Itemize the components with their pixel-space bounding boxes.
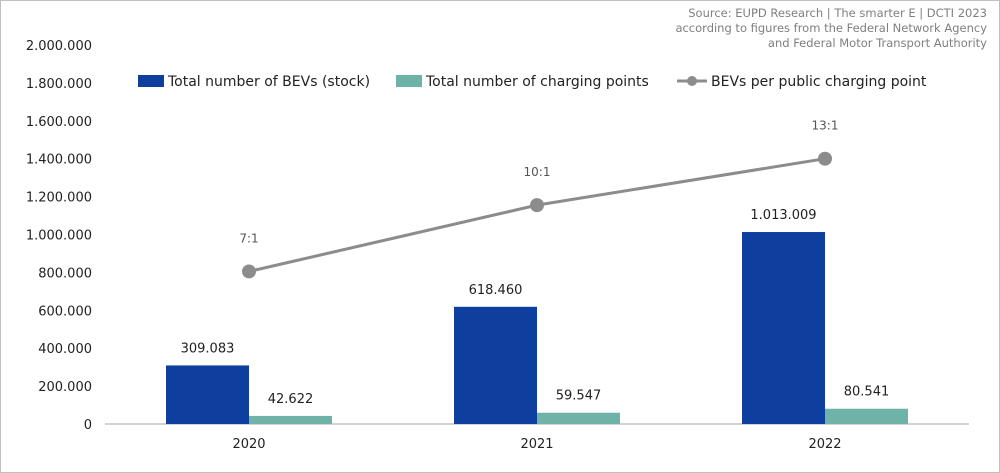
ratio-point: [818, 151, 832, 166]
y-tick-label: 1.600.000: [26, 115, 92, 130]
legend-swatch-marker: [687, 76, 697, 86]
ratio-label: 13:1: [812, 119, 839, 133]
bar-bevs: [166, 365, 249, 424]
y-tick-label: 1.000.000: [26, 229, 92, 244]
legend-swatch-charging-points: [396, 75, 422, 87]
legend-label-charging-points: Total number of charging points: [425, 74, 649, 90]
bar-charging-points: [825, 408, 908, 424]
x-tick-label: 2022: [808, 437, 841, 452]
legend-label-bevs: Total number of BEVs (stock): [167, 74, 370, 90]
bar-data-label: 80.541: [844, 385, 890, 400]
bar-data-label: 618.460: [469, 283, 523, 298]
legend-label-ratio: BEVs per public charging point: [711, 74, 927, 90]
y-tick-label: 2.000.000: [26, 39, 92, 54]
y-tick-label: 600.000: [38, 304, 92, 319]
x-tick-label: 2020: [232, 437, 265, 452]
bar-charging-points: [537, 412, 620, 424]
bar-bevs: [454, 306, 537, 424]
y-tick-label: 1.800.000: [26, 77, 92, 92]
ratio-label: 10:1: [524, 165, 551, 179]
source-line-3: and Federal Motor Transport Authority: [767, 36, 987, 50]
bar-data-label: 309.083: [181, 341, 235, 356]
y-tick-label: 1.400.000: [26, 153, 92, 168]
y-tick-label: 800.000: [38, 266, 92, 281]
bar-data-label: 1.013.009: [750, 208, 816, 223]
bar-charging-points: [249, 415, 332, 424]
bar-bevs: [742, 232, 825, 424]
source-line-2: according to figures from the Federal Ne…: [675, 21, 987, 35]
y-tick-label: 0: [84, 418, 92, 433]
source-line-1: Source: EUPD Research | The smarter E | …: [688, 6, 987, 20]
legend-swatch-bevs: [138, 75, 164, 87]
bar-data-label: 42.622: [268, 392, 314, 407]
bar-data-label: 59.547: [556, 389, 602, 404]
y-tick-label: 1.200.000: [26, 191, 92, 206]
ratio-label: 7:1: [239, 231, 258, 245]
ratio-point: [530, 198, 544, 213]
source-note: Source: EUPD Research | The smarter E | …: [675, 6, 987, 51]
x-tick-label: 2021: [520, 437, 553, 452]
ratio-point: [242, 264, 256, 279]
y-tick-label: 200.000: [38, 380, 92, 395]
y-tick-label: 400.000: [38, 342, 92, 357]
